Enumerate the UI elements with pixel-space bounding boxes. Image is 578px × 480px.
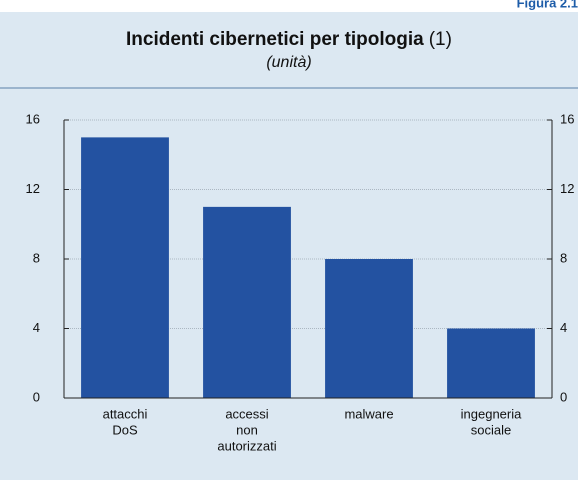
bar bbox=[447, 328, 535, 398]
y-tick-label: 0 bbox=[33, 389, 40, 404]
title-main: Incidenti cibernetici per tipologia bbox=[126, 29, 424, 50]
bar bbox=[325, 259, 413, 398]
chart-title: Incidenti cibernetici per tipologia (1) bbox=[126, 29, 452, 50]
x-tick-label: attacchi bbox=[103, 406, 148, 421]
x-tick-label: ingegneria bbox=[461, 406, 522, 421]
x-tick-label: sociale bbox=[471, 422, 511, 437]
y2-tick-label: 8 bbox=[560, 250, 567, 265]
x-tick-label: non bbox=[236, 422, 258, 437]
y2-tick-label: 0 bbox=[560, 389, 567, 404]
subtitle: (unità) bbox=[266, 54, 311, 71]
figure-label: Figura 2.1 bbox=[517, 0, 578, 10]
y-tick-label: 12 bbox=[26, 181, 40, 196]
x-tick-label: malware bbox=[344, 406, 393, 421]
y-tick-label: 16 bbox=[26, 111, 40, 126]
y-tick-label: 4 bbox=[33, 320, 40, 335]
title-note: (1) bbox=[429, 29, 452, 50]
bar bbox=[203, 206, 291, 398]
y2-tick-label: 12 bbox=[560, 181, 574, 196]
y2-tick-label: 16 bbox=[560, 111, 574, 126]
top-strip bbox=[0, 0, 578, 12]
y2-tick-label: 4 bbox=[560, 320, 567, 335]
bar bbox=[81, 137, 169, 398]
x-tick-label: autorizzati bbox=[217, 438, 276, 453]
x-tick-label: accessi bbox=[225, 406, 268, 421]
x-tick-label: DoS bbox=[112, 422, 138, 437]
y-tick-label: 8 bbox=[33, 250, 40, 265]
